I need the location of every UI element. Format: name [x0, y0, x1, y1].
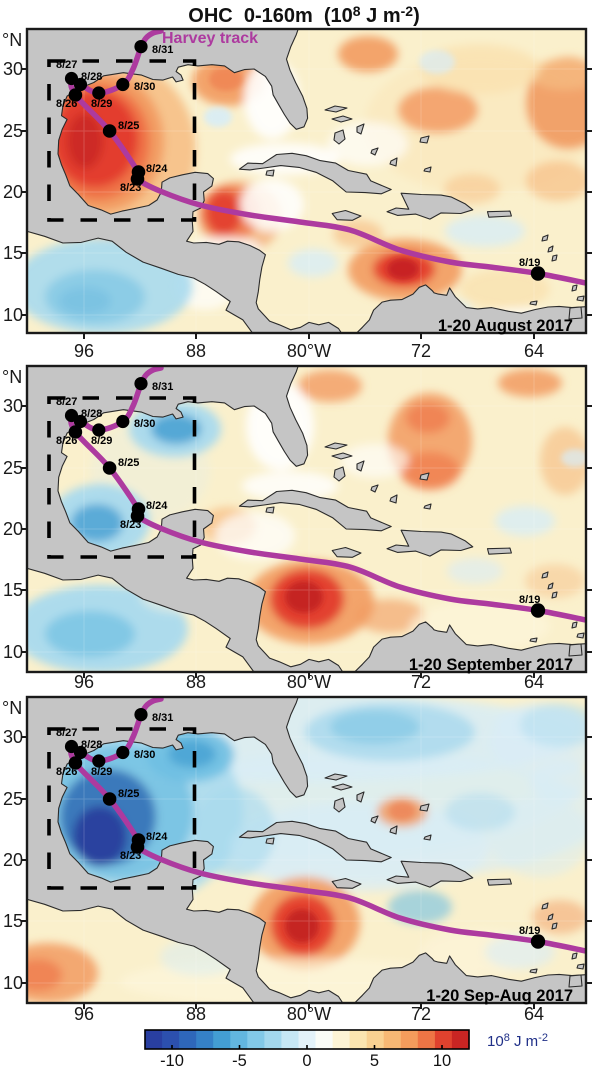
svg-text:1-20 August 2017: 1-20 August 2017	[438, 317, 573, 335]
svg-text:10: 10	[433, 1052, 451, 1070]
svg-text:1-20 September 2017: 1-20 September 2017	[409, 656, 573, 674]
svg-text:Harvey track: Harvey track	[162, 30, 258, 47]
svg-text:5: 5	[370, 1052, 379, 1070]
svg-text:-10: -10	[160, 1052, 184, 1070]
svg-text:1-20 Sep-Aug 2017: 1-20 Sep-Aug 2017	[426, 987, 573, 1005]
svg-text:108 J m-2: 108 J m-2	[487, 1032, 548, 1050]
svg-text:-5: -5	[232, 1052, 247, 1070]
svg-text:OHC 0-160m (108 J m-2): OHC 0-160m (108 J m-2)	[188, 3, 419, 27]
svg-text:0: 0	[302, 1052, 311, 1070]
